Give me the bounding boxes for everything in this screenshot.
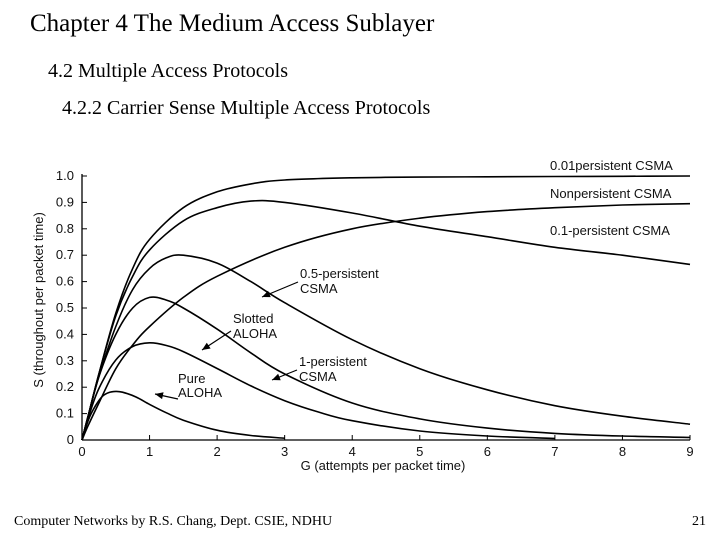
x-tick-label: 6 bbox=[484, 444, 491, 459]
label-arrowhead bbox=[155, 392, 164, 400]
x-tick-label: 5 bbox=[416, 444, 423, 459]
series-line-slotted-aloha bbox=[81, 341, 555, 441]
slide-subtitle-section: 4.2 Multiple Access Protocols bbox=[48, 60, 288, 82]
footer-credit: Computer Networks by R.S. Chang, Dept. C… bbox=[14, 514, 333, 529]
series-label-0.01-persistent: 0.01persistent CSMA bbox=[550, 158, 673, 173]
y-tick-label: 0.1 bbox=[56, 406, 74, 421]
y-tick-label: 1.0 bbox=[56, 168, 74, 183]
series-label-slotted-aloha: ALOHA bbox=[233, 326, 277, 341]
series-line-0.1-persistent bbox=[81, 202, 691, 441]
y-tick-label: 0.4 bbox=[56, 326, 74, 341]
slide-title: Chapter 4 The Medium Access Sublayer bbox=[30, 10, 435, 37]
slide-subtitle-subsection: 4.2.2 Carrier Sense Multiple Access Prot… bbox=[62, 97, 431, 119]
series-line-0.5-persistent bbox=[81, 254, 691, 441]
series-label-pure-aloha: ALOHA bbox=[178, 385, 222, 400]
series-label-nonpersistent: Nonpersistent CSMA bbox=[550, 186, 672, 201]
chart-ticks: 0 1 2 3 4 5 6 7 8 9 0 0.1 0.2 0.3 0.4 0.5 0.6 0.7 0.8 0.9 1.… bbox=[56, 168, 694, 459]
series-label-0.5-persistent: CSMA bbox=[300, 281, 338, 296]
y-tick-label: 0.8 bbox=[56, 221, 74, 236]
series-line-0.01-persistent bbox=[81, 175, 691, 441]
y-axis-label: S (throughout per packet time) bbox=[31, 212, 46, 388]
y-tick-label: 0.6 bbox=[56, 274, 74, 289]
x-axis-label: G (attempts per packet time) bbox=[301, 458, 466, 473]
y-tick-label: 0.5 bbox=[56, 300, 74, 315]
y-tick-label: 0.9 bbox=[56, 194, 74, 209]
label-arrowhead bbox=[272, 373, 281, 381]
chart-axes bbox=[81, 174, 690, 441]
series-line-pure-aloha bbox=[81, 390, 285, 441]
x-tick-label: 2 bbox=[213, 444, 220, 459]
y-tick-label: 0.7 bbox=[56, 247, 74, 262]
x-tick-label: 7 bbox=[551, 444, 558, 459]
series-line-1-persistent bbox=[81, 296, 691, 441]
series-label-1-persistent: 1-persistent bbox=[299, 354, 367, 369]
series-label-1-persistent: CSMA bbox=[299, 369, 337, 384]
chart-series-lines bbox=[81, 175, 691, 441]
y-tick-label: 0.2 bbox=[56, 379, 74, 394]
x-tick-label: 1 bbox=[146, 444, 153, 459]
page-number: 21 bbox=[692, 514, 706, 529]
x-tick-label: 3 bbox=[281, 444, 288, 459]
series-label-pure-aloha: Pure bbox=[178, 371, 205, 386]
label-arrowhead bbox=[262, 290, 271, 298]
series-label-0.5-persistent: 0.5-persistent bbox=[300, 266, 379, 281]
x-tick-label: 8 bbox=[619, 444, 626, 459]
y-tick-label: 0.3 bbox=[56, 353, 74, 368]
x-tick-label: 4 bbox=[349, 444, 356, 459]
x-tick-label: 0 bbox=[78, 444, 85, 459]
label-arrowhead bbox=[202, 342, 211, 350]
chart-label-arrows bbox=[154, 281, 299, 400]
series-label-slotted-aloha: Slotted bbox=[233, 311, 273, 326]
series-label-0.1-persistent: 0.1-persistent CSMA bbox=[550, 223, 670, 238]
chart-series-labels: PureALOHASlottedALOHA1-persistentCSMA0.5… bbox=[178, 158, 673, 400]
y-tick-label: 0 bbox=[67, 432, 74, 447]
x-tick-label: 9 bbox=[686, 444, 693, 459]
